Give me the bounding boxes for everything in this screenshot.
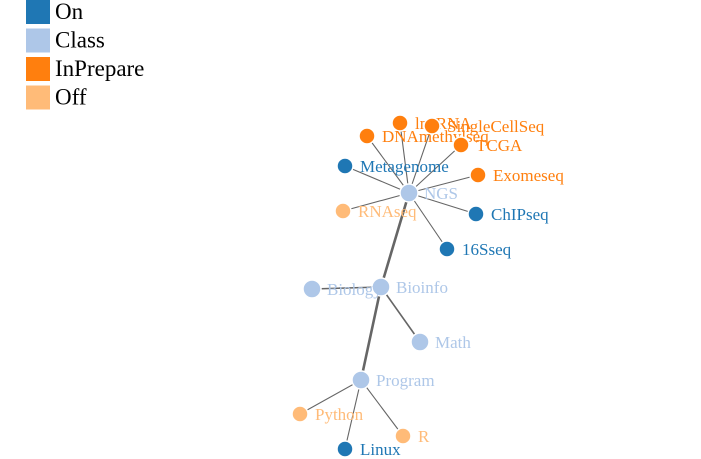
node-circle[interactable]	[452, 136, 470, 154]
link-ngs-exomeseq	[408, 174, 479, 194]
node-exomeseq[interactable]: Exomeseq	[469, 166, 564, 185]
node-16sseq[interactable]: 16Sseq	[438, 240, 512, 259]
graph-links	[299, 122, 479, 450]
node-chipseq[interactable]: ChIPseq	[467, 205, 549, 224]
node-label: NGS	[424, 184, 458, 203]
node-label: SingleCellSeq	[447, 117, 545, 136]
node-circle[interactable]	[334, 202, 352, 220]
link-ngs-lncrna	[399, 122, 410, 194]
node-circle[interactable]	[394, 427, 412, 445]
node-circle[interactable]	[423, 117, 441, 135]
link-program-r	[360, 379, 404, 437]
link-ngs-16sseq	[408, 192, 448, 250]
node-tcga[interactable]: TCGA	[452, 136, 523, 155]
node-label: Python	[315, 405, 364, 424]
node-label: Metagenome	[360, 157, 449, 176]
node-circle[interactable]	[358, 127, 376, 145]
legend-item-class: Class	[26, 28, 105, 53]
legend-label: Off	[55, 85, 87, 110]
link-bioinfo-ngs	[379, 191, 411, 289]
node-label: Linux	[360, 440, 401, 459]
node-metagenome[interactable]: Metagenome	[336, 157, 449, 176]
node-label: Bioinfo	[396, 278, 448, 297]
node-ngs[interactable]: NGS	[399, 183, 458, 203]
node-dnamethylseq[interactable]: DNAmethylseq	[358, 127, 489, 146]
node-circle[interactable]	[399, 183, 419, 203]
node-circle[interactable]	[391, 114, 409, 132]
link-ngs-singlecellseq	[408, 125, 433, 194]
node-circle[interactable]	[438, 240, 456, 258]
link-program-python	[299, 379, 362, 415]
node-python[interactable]: Python	[291, 405, 364, 424]
node-label: Math	[435, 333, 471, 352]
node-label: 16Sseq	[462, 240, 512, 259]
legend-swatch	[26, 57, 50, 81]
node-circle[interactable]	[410, 332, 430, 352]
node-circle[interactable]	[469, 166, 487, 184]
legend-swatch	[26, 0, 50, 24]
node-label: DNAmethylseq	[382, 127, 489, 146]
node-rnaseq[interactable]: RNAseq	[334, 202, 417, 221]
node-label: RNAseq	[358, 202, 417, 221]
link-ngs-dnamethylseq	[366, 135, 410, 194]
link-program-bioinfo	[359, 285, 383, 382]
node-circle[interactable]	[291, 405, 309, 423]
legend-swatch	[26, 28, 50, 53]
link-ngs-tcga	[408, 144, 462, 194]
link-program-linux	[344, 379, 362, 450]
legend-label: On	[55, 0, 84, 24]
node-bioinfo[interactable]: Bioinfo	[371, 277, 448, 297]
node-label: TCGA	[476, 136, 523, 155]
node-math[interactable]: Math	[410, 332, 471, 352]
node-circle[interactable]	[302, 279, 322, 299]
node-label: Biology	[327, 280, 382, 299]
node-singlecellseq[interactable]: SingleCellSeq	[423, 117, 545, 136]
legend-swatch	[26, 85, 50, 110]
node-circle[interactable]	[351, 370, 371, 390]
legend-item-off: Off	[26, 85, 87, 110]
node-linux[interactable]: Linux	[336, 440, 401, 459]
node-label: Program	[376, 371, 435, 390]
node-r[interactable]: R	[394, 427, 430, 446]
link-bioinfo-math	[380, 286, 421, 343]
link-ngs-metagenome	[344, 165, 410, 194]
link-ngs-rnaseq	[342, 192, 410, 212]
node-circle[interactable]	[336, 157, 354, 175]
legend-item-on: On	[26, 0, 84, 24]
node-label: Exomeseq	[493, 166, 564, 185]
node-circle[interactable]	[336, 440, 354, 458]
legend-item-inprepare: InPrepare	[26, 56, 144, 81]
legend-label: Class	[55, 28, 105, 53]
link-ngs-chipseq	[408, 192, 477, 215]
node-label: R	[418, 427, 430, 446]
legend: On Class InPrepare Off	[26, 0, 144, 110]
link-bioinfo-biology	[311, 286, 382, 290]
legend-label: InPrepare	[55, 56, 144, 81]
node-circle[interactable]	[467, 205, 485, 223]
node-biology[interactable]: Biology	[302, 279, 382, 299]
node-program[interactable]: Program	[351, 370, 435, 390]
node-circle[interactable]	[371, 277, 391, 297]
node-label: ChIPseq	[491, 205, 549, 224]
